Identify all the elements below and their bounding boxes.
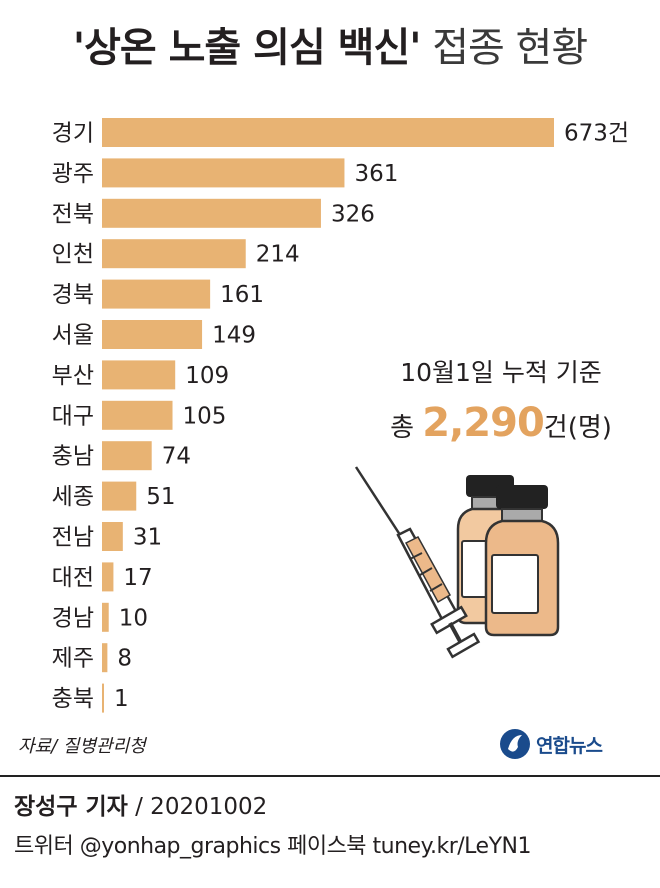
credit-date: / 20201002 [127,794,268,820]
category-label: 서울 [52,323,94,349]
total-prefix: 총 [390,413,414,443]
bar [102,643,108,673]
bar [102,360,176,390]
category-label: 전남 [52,525,94,551]
annotation-total: 총 2,290건(명) [356,398,646,453]
bar [102,522,123,551]
yonhap-logo: 연합뉴스 [498,724,603,764]
value-label: 17 [123,565,152,591]
bar [102,320,203,349]
value-label: 149 [212,323,256,349]
category-label: 대구 [52,403,94,429]
value-label: 105 [183,403,227,429]
category-label: 부산 [52,363,94,389]
reporter-credit: 장성구 기자 / 20201002 [14,790,267,824]
total-value: 2,290 [422,400,545,446]
category-label: 인천 [52,242,94,268]
bar [102,441,152,471]
category-label: 경남 [52,605,94,631]
title-sub: 접종 현황 [432,25,588,71]
category-label: 충북 [52,686,94,712]
value-label: 1 [114,686,129,712]
annotation-basis: 10월1일 누적 기준 [400,358,602,387]
value-label: 673건 [564,121,629,147]
bar [102,279,211,309]
value-label: 10 [119,605,148,631]
total-suffix: 건(명) [543,413,612,443]
category-label: 광주 [52,161,94,187]
vaccine-syringe-illustration [354,466,560,659]
value-label: 31 [133,525,162,551]
title-main: '상온 노출 의심 백신' [72,25,422,71]
value-label: 109 [185,363,229,389]
bar [102,400,173,430]
reporter-name: 장성구 기자 [14,794,128,820]
yonhap-logo-icon [500,729,530,759]
category-label: 경북 [52,282,94,308]
value-label: 361 [354,161,398,187]
vial-front-icon [484,485,560,637]
category-label: 제주 [52,646,94,672]
bar [102,158,345,188]
bar [102,481,137,511]
footer-divider [0,775,660,777]
bar [102,683,104,713]
value-label: 74 [162,444,191,470]
bar [102,602,109,632]
source-note: 자료/ 질병관리청 [18,736,146,757]
bar [102,562,114,592]
category-label: 세종 [52,484,94,510]
syringe-icon [354,466,481,659]
bar [102,239,246,269]
value-label: 214 [256,242,300,268]
value-label: 161 [220,282,264,308]
category-label: 전북 [52,201,94,227]
logo-text: 연합뉴스 [536,734,603,757]
value-label: 8 [117,646,132,672]
category-label: 충남 [52,444,94,470]
chart-title: '상온 노출 의심 백신' 접종 현황 [0,18,660,78]
value-label: 51 [146,484,175,510]
category-label: 대전 [52,565,94,591]
bar [102,198,321,228]
social-links: 트위터 @yonhap_graphics 페이스북 tuney.kr/LeYN1 [14,834,531,859]
category-label: 경기 [52,121,94,147]
value-label: 326 [331,201,375,227]
bar [102,118,554,147]
